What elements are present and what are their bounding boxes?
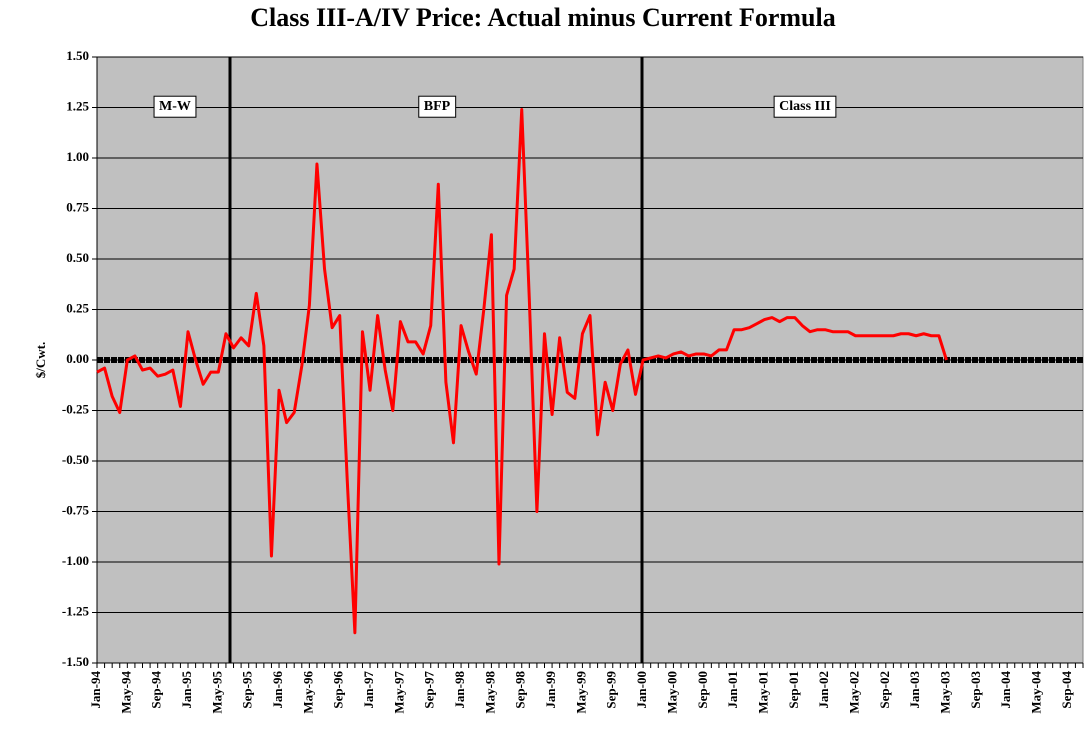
annotation: Class III	[779, 99, 831, 114]
x-tick-label: Sep-98	[513, 671, 528, 709]
x-tick-label: May-01	[755, 671, 770, 714]
x-tick-label: Sep-95	[240, 671, 255, 709]
y-tick-label: -1.50	[62, 654, 89, 669]
x-tick-label: May-04	[1028, 671, 1043, 714]
x-tick-label: May-02	[846, 671, 861, 714]
y-tick-label: -1.25	[62, 603, 90, 618]
x-tick-label: Jan-03	[907, 671, 922, 709]
x-tick-label: Sep-99	[604, 671, 619, 709]
x-tick-label: Jan-00	[634, 671, 649, 709]
x-tick-label: Sep-03	[968, 671, 983, 709]
chart-title: Class III-A/IV Price: Actual minus Curre…	[250, 3, 835, 32]
x-tick-label: Sep-02	[877, 671, 892, 709]
x-tick-label: May-00	[664, 671, 679, 714]
x-tick-label: Jan-97	[361, 671, 376, 709]
x-tick-label: Jan-98	[452, 671, 467, 709]
x-tick-label: Jan-99	[543, 671, 558, 709]
annotation-box	[153, 95, 197, 118]
y-axis-label: $/Cwt.	[33, 342, 48, 378]
y-tick-label: 0.00	[66, 351, 89, 366]
x-tick-label: May-03	[937, 671, 952, 714]
annotation-box	[418, 95, 457, 118]
x-tick-label: Jan-02	[816, 671, 831, 709]
x-tick-label: Sep-04	[1059, 671, 1074, 709]
x-tick-label: Jan-95	[179, 671, 194, 709]
y-tick-label: -0.25	[62, 401, 90, 416]
y-tick-label: 0.25	[66, 300, 89, 315]
x-tick-label: Sep-94	[149, 671, 164, 709]
y-tick-label: -0.50	[62, 452, 89, 467]
y-tick-label: 0.75	[66, 199, 89, 214]
x-tick-label: Jan-96	[270, 671, 285, 709]
annotation: M-W	[159, 99, 191, 114]
annotation: BFP	[424, 99, 451, 114]
x-tick-label: Sep-01	[786, 671, 801, 709]
x-tick-label: Sep-96	[331, 671, 346, 709]
x-tick-label: May-98	[482, 671, 497, 714]
y-tick-label: -1.00	[62, 553, 89, 568]
x-tick-label: Sep-00	[695, 671, 710, 709]
x-tick-label: Jan-01	[725, 671, 740, 709]
x-tick-label: May-96	[300, 671, 315, 714]
y-tick-label: -0.75	[62, 502, 90, 517]
x-tick-label: May-94	[118, 671, 133, 714]
x-tick-label: Jan-94	[88, 671, 103, 709]
x-tick-label: May-95	[209, 671, 224, 714]
x-tick-label: May-97	[391, 671, 406, 714]
y-tick-label: 0.50	[66, 250, 89, 265]
x-tick-label: Sep-97	[422, 671, 437, 709]
y-tick-label: 1.00	[66, 149, 89, 164]
y-tick-label: 1.25	[66, 98, 89, 113]
annotation-box	[773, 95, 837, 118]
x-tick-label: Jan-04	[998, 671, 1013, 709]
x-tick-label: May-99	[573, 671, 588, 714]
y-tick-label: 1.50	[66, 48, 89, 63]
data-line	[96, 108, 948, 635]
